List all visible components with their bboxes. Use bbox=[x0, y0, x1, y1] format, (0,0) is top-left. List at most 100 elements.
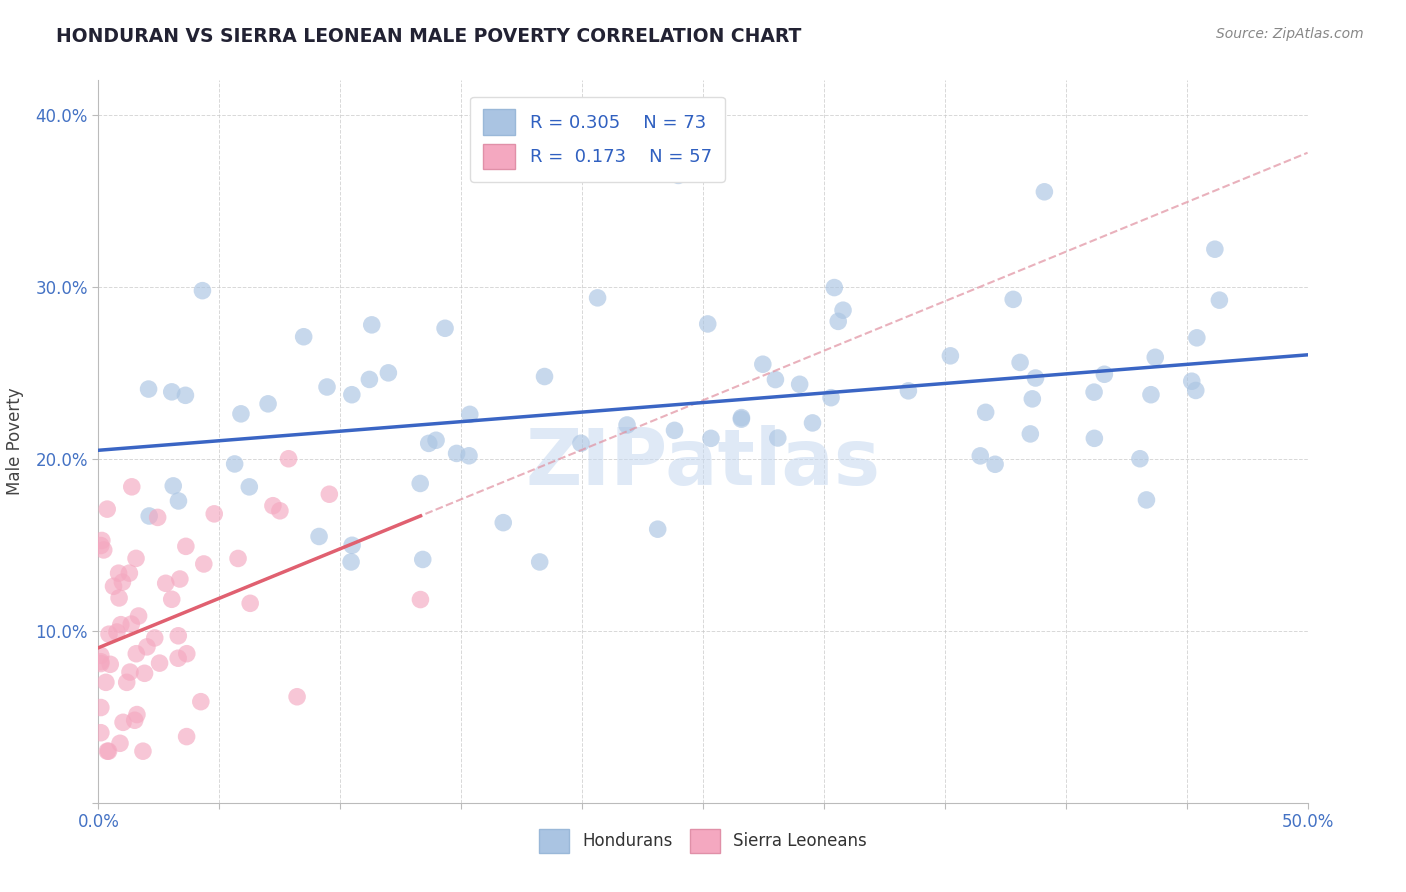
Point bbox=[118, 665, 141, 679]
Point bbox=[533, 369, 555, 384]
Point bbox=[308, 529, 330, 543]
Point bbox=[827, 314, 849, 328]
Point bbox=[292, 330, 315, 344]
Point bbox=[939, 349, 962, 363]
Point bbox=[110, 617, 132, 632]
Point bbox=[160, 592, 183, 607]
Point bbox=[529, 555, 551, 569]
Point bbox=[167, 494, 190, 508]
Point bbox=[93, 543, 115, 558]
Point bbox=[409, 592, 432, 607]
Point bbox=[1002, 293, 1025, 307]
Point bbox=[134, 666, 156, 681]
Point bbox=[801, 416, 824, 430]
Point bbox=[115, 675, 138, 690]
Point bbox=[176, 730, 198, 744]
Point bbox=[616, 417, 638, 432]
Point bbox=[820, 391, 842, 405]
Point bbox=[98, 627, 121, 641]
Point bbox=[765, 373, 787, 387]
Point bbox=[277, 451, 299, 466]
Point bbox=[169, 572, 191, 586]
Point bbox=[125, 707, 148, 722]
Point bbox=[1208, 293, 1230, 307]
Point bbox=[318, 487, 340, 501]
Point bbox=[148, 656, 170, 670]
Point bbox=[94, 675, 117, 690]
Point bbox=[377, 366, 399, 380]
Point bbox=[167, 629, 190, 643]
Point bbox=[359, 372, 381, 386]
Point bbox=[132, 744, 155, 758]
Point bbox=[1204, 242, 1226, 256]
Point bbox=[1019, 426, 1042, 441]
Point bbox=[90, 539, 112, 553]
Point bbox=[108, 591, 131, 605]
Point bbox=[458, 408, 481, 422]
Point bbox=[340, 538, 363, 552]
Point bbox=[167, 651, 190, 665]
Point bbox=[1083, 385, 1105, 400]
Point bbox=[1184, 384, 1206, 398]
Point bbox=[238, 480, 260, 494]
Point bbox=[155, 576, 177, 591]
Point bbox=[229, 407, 252, 421]
Point bbox=[340, 555, 363, 569]
Point bbox=[1010, 355, 1032, 369]
Point bbox=[974, 405, 997, 419]
Point bbox=[1092, 368, 1115, 382]
Point bbox=[107, 566, 129, 581]
Point bbox=[160, 384, 183, 399]
Point bbox=[446, 446, 468, 460]
Point bbox=[90, 648, 112, 663]
Point bbox=[700, 431, 723, 445]
Point bbox=[111, 575, 134, 590]
Point bbox=[96, 502, 118, 516]
Point bbox=[1021, 392, 1043, 406]
Point bbox=[176, 647, 198, 661]
Point bbox=[262, 499, 284, 513]
Point bbox=[1083, 431, 1105, 445]
Text: Source: ZipAtlas.com: Source: ZipAtlas.com bbox=[1216, 27, 1364, 41]
Point bbox=[1024, 371, 1046, 385]
Point bbox=[90, 533, 112, 548]
Point bbox=[174, 540, 197, 554]
Point bbox=[124, 713, 146, 727]
Point bbox=[136, 640, 159, 654]
Point bbox=[269, 504, 291, 518]
Point bbox=[1033, 185, 1056, 199]
Point bbox=[696, 317, 718, 331]
Text: HONDURAN VS SIERRA LEONEAN MALE POVERTY CORRELATION CHART: HONDURAN VS SIERRA LEONEAN MALE POVERTY … bbox=[56, 27, 801, 45]
Point bbox=[1129, 451, 1152, 466]
Point bbox=[96, 744, 118, 758]
Point bbox=[897, 384, 920, 398]
Point bbox=[752, 357, 775, 371]
Point bbox=[103, 579, 125, 593]
Point bbox=[409, 476, 432, 491]
Point bbox=[190, 695, 212, 709]
Point bbox=[257, 397, 280, 411]
Point bbox=[224, 457, 246, 471]
Point bbox=[1135, 492, 1157, 507]
Point bbox=[492, 516, 515, 530]
Point bbox=[1181, 374, 1204, 388]
Point bbox=[97, 744, 120, 758]
Text: ZIPatlas: ZIPatlas bbox=[526, 425, 880, 501]
Point bbox=[285, 690, 308, 704]
Point bbox=[108, 736, 131, 750]
Point bbox=[730, 410, 752, 425]
Y-axis label: Male Poverty: Male Poverty bbox=[7, 388, 24, 495]
Legend: Hondurans, Sierra Leoneans: Hondurans, Sierra Leoneans bbox=[533, 822, 873, 860]
Point bbox=[664, 423, 686, 437]
Point bbox=[120, 617, 142, 632]
Point bbox=[412, 552, 434, 566]
Point bbox=[1140, 388, 1163, 402]
Point bbox=[193, 557, 215, 571]
Point bbox=[112, 715, 135, 730]
Point bbox=[174, 388, 197, 402]
Point bbox=[138, 508, 160, 523]
Point bbox=[125, 551, 148, 566]
Point bbox=[766, 431, 789, 445]
Point bbox=[191, 284, 214, 298]
Point bbox=[969, 449, 991, 463]
